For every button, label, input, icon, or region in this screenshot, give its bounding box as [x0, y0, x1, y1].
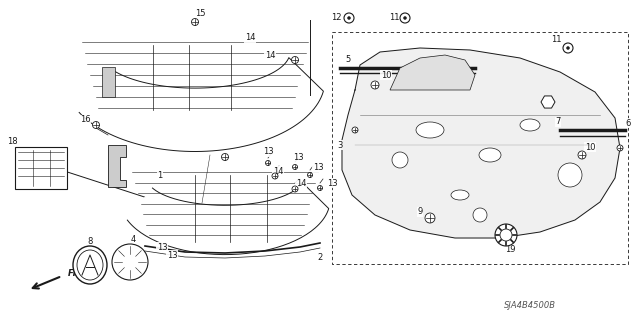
Circle shape [93, 122, 99, 129]
Text: 17: 17 [109, 158, 120, 167]
Text: 11: 11 [551, 35, 561, 44]
Text: 3: 3 [337, 140, 342, 150]
Polygon shape [79, 58, 323, 152]
Circle shape [292, 186, 298, 192]
Circle shape [292, 165, 298, 169]
Text: SJA4B4500B: SJA4B4500B [504, 300, 556, 309]
Text: 6: 6 [625, 118, 630, 128]
Text: 14: 14 [244, 33, 255, 42]
Circle shape [344, 13, 354, 23]
Text: 19: 19 [505, 246, 515, 255]
Text: 5: 5 [346, 56, 351, 64]
Text: 10: 10 [381, 70, 391, 79]
Circle shape [112, 244, 148, 280]
Polygon shape [342, 48, 620, 238]
Polygon shape [102, 67, 115, 97]
Ellipse shape [73, 246, 107, 284]
Circle shape [563, 43, 573, 53]
Circle shape [473, 208, 487, 222]
Text: 10: 10 [585, 143, 595, 152]
Ellipse shape [520, 119, 540, 131]
Ellipse shape [451, 190, 469, 200]
Text: 11: 11 [388, 13, 399, 23]
Text: 14: 14 [296, 179, 307, 188]
Ellipse shape [416, 122, 444, 138]
Circle shape [317, 186, 323, 190]
Text: 14: 14 [273, 167, 284, 175]
Circle shape [221, 153, 228, 160]
Text: 13: 13 [157, 242, 167, 251]
Text: FR.: FR. [68, 270, 83, 278]
Circle shape [617, 145, 623, 151]
Text: 2: 2 [317, 254, 323, 263]
Text: 16: 16 [80, 115, 90, 124]
Text: 9: 9 [417, 207, 422, 217]
Circle shape [425, 213, 435, 223]
Circle shape [266, 160, 271, 166]
Polygon shape [390, 55, 475, 90]
Circle shape [566, 47, 570, 49]
Polygon shape [541, 96, 555, 108]
Ellipse shape [77, 250, 103, 280]
Text: 15: 15 [195, 9, 205, 18]
Circle shape [307, 173, 312, 177]
Text: 1: 1 [157, 172, 163, 181]
Text: 13: 13 [326, 179, 337, 188]
Text: 13: 13 [166, 250, 177, 259]
Circle shape [403, 17, 406, 19]
Polygon shape [127, 182, 329, 255]
Circle shape [400, 13, 410, 23]
Text: 12: 12 [331, 13, 341, 23]
Circle shape [500, 229, 512, 241]
Text: 13: 13 [262, 147, 273, 157]
Circle shape [371, 81, 379, 89]
Circle shape [578, 151, 586, 159]
Circle shape [558, 163, 582, 187]
Circle shape [348, 17, 351, 19]
Text: 8: 8 [87, 238, 93, 247]
Text: 13: 13 [313, 164, 323, 173]
Ellipse shape [479, 148, 501, 162]
Polygon shape [108, 145, 126, 187]
Circle shape [272, 173, 278, 179]
Bar [15, 147, 67, 189]
Text: 14: 14 [265, 50, 275, 60]
Text: 7: 7 [556, 117, 561, 127]
Text: 13: 13 [292, 153, 303, 162]
Circle shape [352, 127, 358, 133]
Text: 4: 4 [131, 235, 136, 244]
Circle shape [495, 224, 517, 246]
Circle shape [291, 56, 298, 63]
Circle shape [392, 152, 408, 168]
Circle shape [191, 19, 198, 26]
Text: 18: 18 [6, 137, 17, 146]
